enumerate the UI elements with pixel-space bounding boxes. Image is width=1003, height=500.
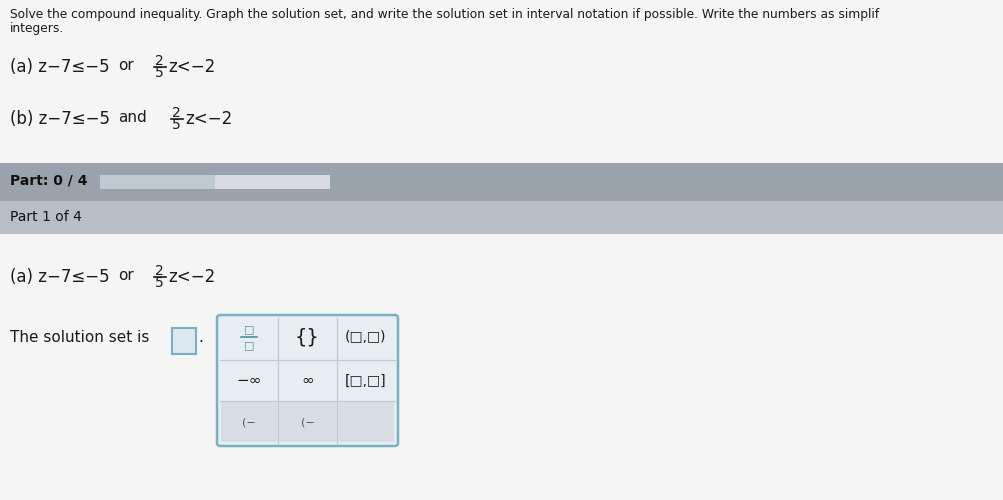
Text: ∞: ∞ xyxy=(301,373,314,388)
Text: □: □ xyxy=(244,324,254,334)
Text: Part 1 of 4: Part 1 of 4 xyxy=(10,210,82,224)
Text: 2: 2 xyxy=(172,106,181,120)
Text: (a) z−7≤−5: (a) z−7≤−5 xyxy=(10,58,109,76)
Text: 5: 5 xyxy=(172,118,181,132)
Bar xyxy=(0,163,1003,201)
Text: {}: {} xyxy=(295,328,320,346)
Bar xyxy=(0,234,1003,500)
Bar xyxy=(0,201,1003,234)
Text: z<−2: z<−2 xyxy=(185,110,232,128)
Text: integers.: integers. xyxy=(10,22,64,35)
Text: 5: 5 xyxy=(154,66,163,80)
Text: Part: 0 / 4: Part: 0 / 4 xyxy=(10,173,87,187)
Text: (a) z−7≤−5: (a) z−7≤−5 xyxy=(10,268,109,286)
Text: z<−2: z<−2 xyxy=(168,58,215,76)
Bar xyxy=(172,328,196,354)
Bar xyxy=(279,402,336,442)
Text: (−: (− xyxy=(300,417,314,427)
Bar xyxy=(337,402,393,442)
Text: (b) z−7≤−5: (b) z−7≤−5 xyxy=(10,110,110,128)
Text: or: or xyxy=(118,268,133,283)
Text: (−: (− xyxy=(242,417,256,427)
Text: z<−2: z<−2 xyxy=(168,268,215,286)
Text: The solution set is: The solution set is xyxy=(10,330,149,345)
Text: Solve the compound inequality. Graph the solution set, and write the solution se: Solve the compound inequality. Graph the… xyxy=(10,8,879,21)
Bar xyxy=(100,175,215,189)
Bar xyxy=(0,0,1003,163)
Bar xyxy=(221,402,278,442)
Text: .: . xyxy=(198,330,203,345)
Text: [□,□]: [□,□] xyxy=(345,374,386,388)
Text: and: and xyxy=(118,110,146,125)
Text: (□,□): (□,□) xyxy=(345,330,386,344)
FancyBboxPatch shape xyxy=(217,315,397,446)
Text: 2: 2 xyxy=(154,54,163,68)
Text: □: □ xyxy=(244,340,254,350)
Text: −∞: −∞ xyxy=(236,373,262,388)
Bar xyxy=(100,175,330,189)
Text: 5: 5 xyxy=(154,276,163,290)
Text: or: or xyxy=(118,58,133,73)
Text: 2: 2 xyxy=(154,264,163,278)
